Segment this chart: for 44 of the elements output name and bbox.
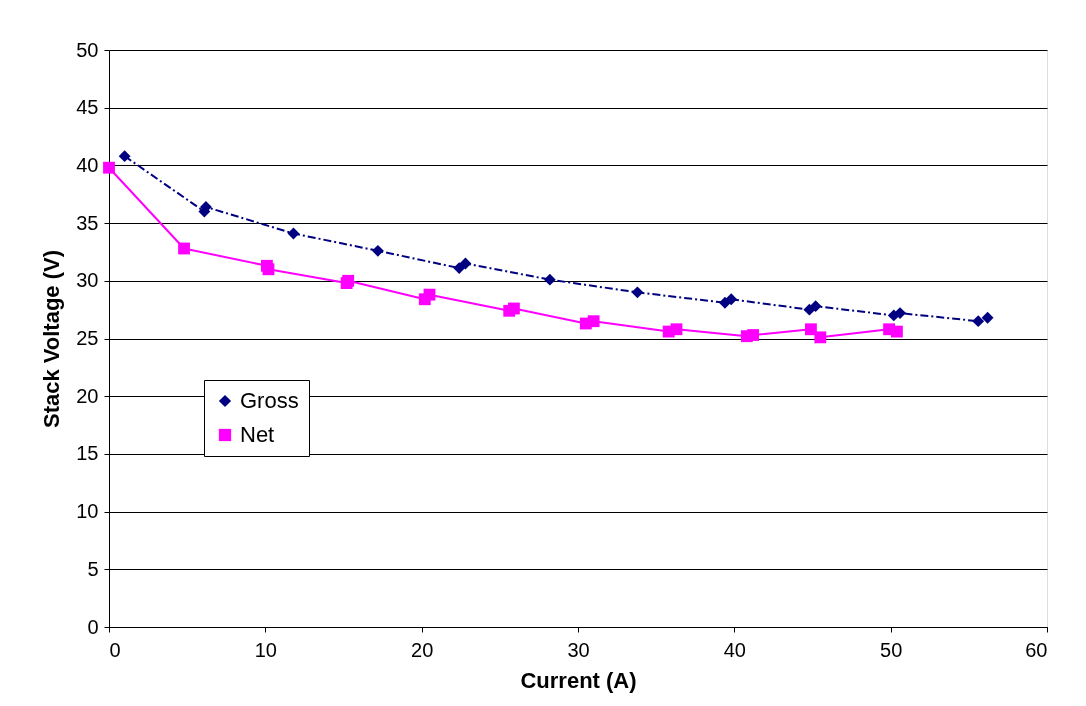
y-tick-label: 35 [76,211,99,234]
point [507,302,520,315]
point [670,323,683,336]
y-tick-label: 40 [76,153,99,176]
point [894,307,906,320]
point [805,323,817,336]
point [103,161,115,174]
point [262,263,275,276]
y-tick-label: 50 [76,38,99,61]
y-tick-label: 5 [87,557,99,580]
x-tick-label: 60 [1025,638,1048,661]
point [725,293,738,306]
x-tick-label: 20 [411,638,434,661]
point [453,262,466,275]
y-tick-label: 0 [87,615,99,638]
y-tick-label: 15 [76,442,99,465]
point [719,296,731,309]
point [118,150,131,163]
x-tick-label: 40 [723,638,746,661]
point [981,311,994,324]
point [423,288,436,301]
point [891,325,903,338]
legend-label: Gross [240,388,299,413]
point [178,242,190,255]
point [972,315,985,328]
y-tick-label: 30 [76,269,99,292]
y-tick-label: 10 [76,500,99,523]
legend-label: Net [240,422,275,447]
x-tick-label: 30 [567,638,590,661]
point [543,273,556,286]
point [747,329,760,341]
x-tick-label: 0 [109,638,121,661]
point [631,286,644,299]
point [809,300,822,313]
y-tick-label: 25 [76,327,99,349]
point [814,331,827,344]
x-tick-label: 10 [254,638,277,661]
y-axis-title: Stack Voltage (V) [39,249,65,429]
point [587,315,600,328]
x-axis-title: Current (A) [520,667,637,693]
y-tick-label: 20 [76,384,99,407]
y-tick-label: 45 [76,96,99,119]
point [371,244,384,257]
x-tick-label: 50 [880,638,903,661]
